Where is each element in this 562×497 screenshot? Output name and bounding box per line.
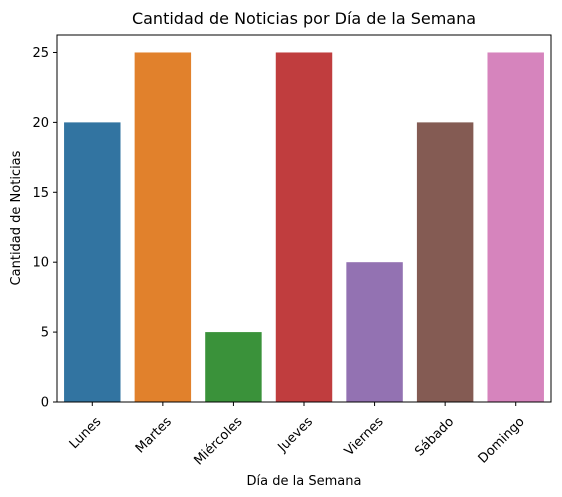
x-tick-label: Sábado xyxy=(412,414,457,459)
y-tick-label: 0 xyxy=(41,396,49,411)
y-tick-label: 25 xyxy=(32,46,49,61)
plot-frame xyxy=(56,34,552,403)
y-tick-label: 10 xyxy=(32,256,49,271)
x-axis-label: Día de la Semana xyxy=(247,474,362,489)
y-tick-label: 15 xyxy=(32,186,49,201)
x-tick-label: Jueves xyxy=(275,414,317,456)
bar-Domingo xyxy=(487,52,544,402)
bar-Martes xyxy=(134,52,192,402)
x-tick-label: Viernes xyxy=(342,414,387,459)
bar-Miércoles xyxy=(205,332,262,402)
x-tick-label: Lunes xyxy=(67,414,105,452)
bar-Jueves xyxy=(275,52,333,402)
bars-layer xyxy=(64,52,544,402)
y-axis-ticks: 0 5 10 15 20 25 xyxy=(32,46,57,411)
bar-Lunes xyxy=(64,122,121,402)
y-axis-label: Cantidad de Noticias xyxy=(9,150,24,285)
y-tick-label: 20 xyxy=(32,116,49,131)
x-axis-ticks: Lunes Martes Miércoles Jueves Viernes Sábado D… xyxy=(67,402,528,468)
x-tick-label: Martes xyxy=(133,414,175,456)
x-tick-label: Domingo xyxy=(476,414,528,466)
y-tick-label: 5 xyxy=(41,326,49,341)
bar-Sábado xyxy=(416,122,474,402)
chart-title: Cantidad de Noticias por Día de la Seman… xyxy=(132,9,476,28)
x-tick-label: Miércoles xyxy=(191,414,245,468)
bar-Viernes xyxy=(346,262,403,402)
